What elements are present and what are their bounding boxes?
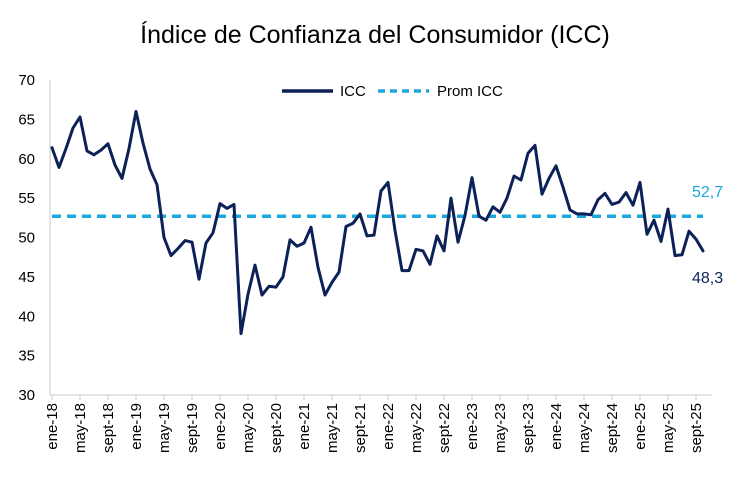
x-tick-label: may-23 (492, 403, 509, 453)
y-tick-label: 40 (18, 308, 35, 325)
x-tick-label: ene-24 (548, 403, 565, 450)
x-tick-label: may-24 (576, 403, 593, 453)
x-tick-label: ene-20 (212, 403, 229, 450)
y-tick-label: 60 (18, 151, 35, 168)
icc-series-line (50, 110, 705, 336)
y-tick-label: 30 (18, 387, 35, 404)
x-tick-label: may-20 (240, 403, 257, 453)
x-tick-label: may-19 (156, 403, 173, 453)
y-tick-label: 70 (18, 72, 35, 89)
x-tick-label: ene-23 (464, 403, 481, 450)
x-tick-label: may-18 (72, 403, 89, 453)
plot-area (50, 110, 705, 336)
x-tick-label: sept-20 (268, 403, 285, 453)
x-tick-label: ene-25 (632, 403, 649, 450)
x-tick-label: may-22 (408, 403, 425, 453)
y-tick-label: 55 (18, 190, 35, 207)
x-tick-label: may-21 (324, 403, 341, 453)
legend-icc-label: ICC (340, 83, 366, 100)
y-tick-label: 45 (18, 269, 35, 286)
x-tick-label: sept-25 (688, 403, 705, 453)
x-tick-label: ene-18 (44, 403, 61, 450)
x-tick-label: sept-23 (520, 403, 537, 453)
legend: ICC Prom ICC (282, 83, 503, 100)
x-tick-label: ene-21 (296, 403, 313, 450)
x-tick-label: ene-19 (128, 403, 145, 450)
last-value-label: 48,3 (692, 270, 723, 287)
x-tick-label: sept-21 (352, 403, 369, 453)
chart-title: Índice de Confianza del Consumidor (ICC) (140, 20, 610, 49)
average-value-label: 52,7 (692, 184, 723, 201)
y-tick-label: 35 (18, 348, 35, 365)
x-tick-label: sept-18 (100, 403, 117, 453)
x-tick-label: may-25 (660, 403, 677, 453)
x-tick-label: sept-24 (604, 403, 621, 453)
legend-prom-label: Prom ICC (437, 83, 503, 100)
axes (49, 80, 712, 396)
x-tick-label: ene-22 (380, 403, 397, 450)
y-tick-label: 65 (18, 111, 35, 128)
x-tick-label: sept-19 (184, 403, 201, 453)
x-tick-labels: ene-18 may-18 sept-18 ene-19 may-19 sept-19 en… (44, 395, 705, 453)
y-tick-label: 50 (18, 230, 35, 247)
y-tick-labels: 30 35 40 45 50 55 60 65 70 (18, 72, 35, 404)
x-tick-label: sept-22 (436, 403, 453, 453)
